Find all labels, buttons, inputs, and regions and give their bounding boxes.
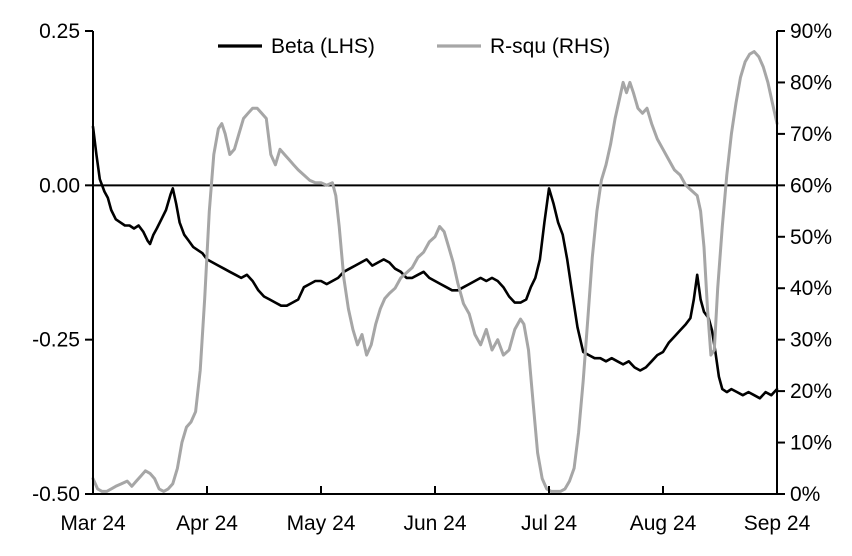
left-axis-tick-label: 0.25 [39, 20, 80, 43]
left-axis-tick-label: -0.50 [32, 483, 80, 506]
left-axis-tick-label: 0.00 [39, 174, 80, 197]
right-axis-tick-label: 80% [790, 71, 832, 94]
x-axis-tick-label: May 24 [287, 512, 356, 535]
rsq-series-line [91, 50, 779, 493]
right-axis-tick-label: 50% [790, 226, 832, 249]
beta-series-line [91, 125, 779, 400]
legend-rsq-label: R-squ (RHS) [490, 35, 610, 58]
right-axis-tick-label: 90% [790, 20, 832, 43]
right-axis-tick-label: 20% [790, 380, 832, 403]
x-axis-tick-label: Sep 24 [744, 512, 811, 535]
x-axis-tick-label: Mar 24 [60, 512, 126, 535]
legend-beta-label: Beta (LHS) [271, 35, 375, 58]
x-axis-tick-label: Jun 24 [403, 512, 466, 535]
right-axis-tick-label: 40% [790, 277, 832, 300]
x-axis-tick-label: Jul 24 [521, 512, 577, 535]
right-axis-tick-label: 10% [790, 432, 832, 455]
right-axis-tick-label: 60% [790, 174, 832, 197]
right-axis-tick-label: 30% [790, 329, 832, 352]
right-axis-tick-label: 0% [790, 483, 820, 506]
right-axis-tick-label: 70% [790, 123, 832, 146]
x-axis-tick-label: Apr 24 [176, 512, 238, 535]
x-axis-tick-label: Aug 24 [630, 512, 697, 535]
left-axis-tick-label: -0.25 [32, 329, 80, 352]
